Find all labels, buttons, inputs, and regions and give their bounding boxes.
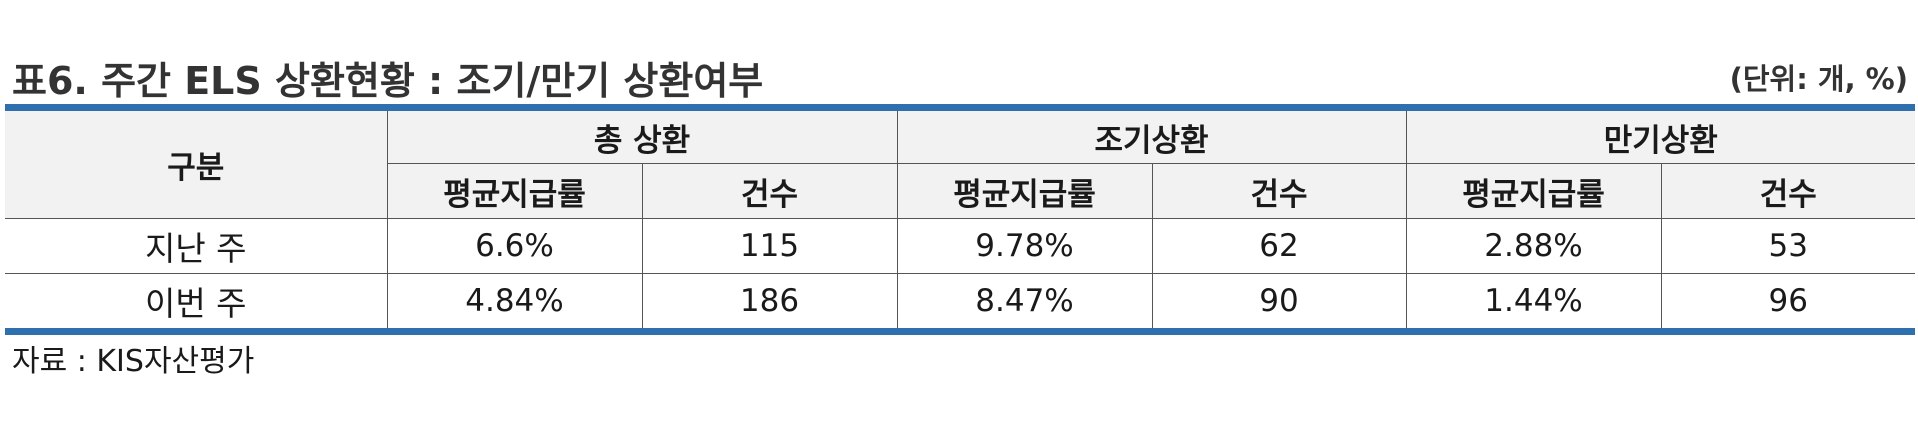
- table-title: 표6. 주간 ELS 상환현황 : 조기/만기 상환여부: [12, 59, 764, 103]
- table-cell: 6.6%: [386, 218, 643, 274]
- table-row: 이번 주 4.84% 186 8.47% 90 1.44% 96: [5, 273, 1916, 332]
- table-cell: 9.78%: [896, 218, 1153, 274]
- subheader-count: 건수: [641, 163, 898, 219]
- group-header-early: 조기상환: [896, 107, 1407, 164]
- row-header-category: 구분: [5, 107, 388, 219]
- row-label: 지난 주: [5, 218, 388, 274]
- table-cell: 53: [1660, 218, 1916, 274]
- table-cell: 8.47%: [896, 273, 1153, 332]
- table-cell: 4.84%: [386, 273, 643, 332]
- subheader-avg-rate: 평균지급률: [387, 163, 643, 219]
- table-cell: 62: [1151, 218, 1407, 274]
- els-redemption-table: 구분 총 상환 조기상환 만기상환 평균지급률 건수 평균지급률 건수 평균지급…: [5, 104, 1916, 335]
- table-cell: 186: [641, 273, 898, 332]
- table-cell: 90: [1151, 273, 1407, 332]
- table-cell: 2.88%: [1405, 218, 1662, 274]
- table-cell: 115: [641, 218, 898, 274]
- table-cell: 96: [1660, 273, 1916, 332]
- source-note: 자료 : KIS자산평가: [12, 344, 255, 379]
- subheader-count: 건수: [1151, 163, 1407, 219]
- group-header-total: 총 상환: [386, 107, 898, 164]
- row-label: 이번 주: [5, 273, 388, 332]
- unit-note: (단위: 개, %): [1729, 62, 1908, 96]
- subheader-count: 건수: [1660, 163, 1916, 219]
- subheader-avg-rate: 평균지급률: [1405, 163, 1662, 219]
- table-row: 지난 주 6.6% 115 9.78% 62 2.88% 53: [5, 218, 1916, 274]
- group-header-maturity: 만기상환: [1405, 107, 1916, 164]
- subheader-avg-rate: 평균지급률: [896, 163, 1153, 219]
- table-cell: 1.44%: [1405, 273, 1662, 332]
